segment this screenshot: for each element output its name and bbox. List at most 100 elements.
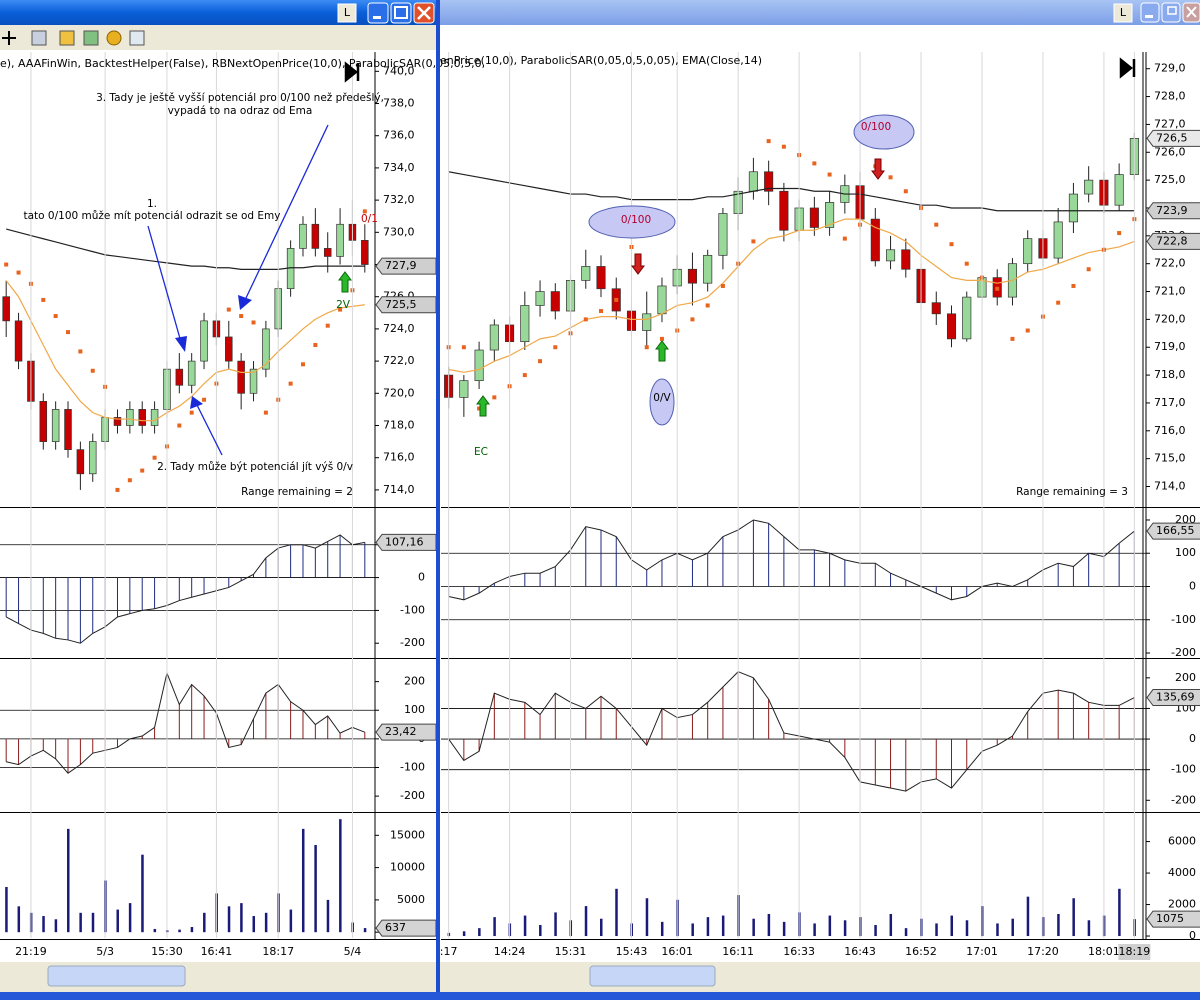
tool[interactable] xyxy=(106,30,122,46)
sar-dot xyxy=(720,283,725,288)
sar-dot xyxy=(1071,283,1076,288)
volume-bar xyxy=(289,909,293,933)
y-tick-label: -200 xyxy=(1171,793,1196,806)
sar-dot xyxy=(538,359,543,364)
window-button[interactable] xyxy=(337,3,357,23)
y-tick-label: 715,0 xyxy=(1154,452,1186,465)
volume-bar xyxy=(782,921,786,937)
x-tick-label: 5/3 xyxy=(96,945,114,958)
y-tick-label: 729,0 xyxy=(1154,62,1186,75)
value-tag-box xyxy=(1146,689,1200,707)
volume-bar xyxy=(950,915,954,937)
y-tick-label: 15000 xyxy=(390,828,425,841)
candle-body xyxy=(703,254,713,284)
candle-body xyxy=(886,249,896,262)
candle-body xyxy=(187,360,196,386)
candle-body xyxy=(113,417,122,426)
y-tick-label: 728,0 xyxy=(1154,90,1186,103)
button-label: L xyxy=(344,6,351,19)
arrow xyxy=(196,404,223,456)
tool[interactable] xyxy=(59,30,75,46)
volume-bar xyxy=(141,854,144,933)
annotation: 0/100 xyxy=(621,214,651,226)
sar-dot xyxy=(189,410,194,415)
candle-body xyxy=(2,296,10,322)
sar-dot xyxy=(338,307,343,312)
end-icon[interactable] xyxy=(1119,57,1136,79)
restore-button[interactable] xyxy=(1161,2,1181,23)
candle-body xyxy=(51,409,60,442)
buy-arrow xyxy=(338,271,352,293)
value-tag-label: 726,5 xyxy=(1156,131,1188,144)
sar-dot xyxy=(690,317,695,322)
sar-dot xyxy=(127,478,132,483)
volume-bar xyxy=(116,909,119,933)
candle-body xyxy=(1023,238,1033,265)
sar-dot xyxy=(599,309,604,314)
y-tick-label: 714,0 xyxy=(383,483,415,496)
tool[interactable] xyxy=(83,30,99,46)
sar-dot xyxy=(888,175,893,180)
value-tag: 23,42 xyxy=(375,723,437,741)
title-bar xyxy=(0,0,437,25)
scroll-thumb[interactable] xyxy=(589,965,716,987)
volume-bar xyxy=(843,920,847,937)
x-tick-label: 16:52 xyxy=(905,945,937,958)
candle-body xyxy=(1053,221,1063,259)
volume-bar xyxy=(615,888,618,937)
annotation: 0/100 xyxy=(861,121,891,133)
sar-dot xyxy=(263,410,268,415)
sar-dot xyxy=(177,423,182,428)
x-tick-label: :17 xyxy=(440,945,458,958)
value-tag: 722,8 xyxy=(1146,232,1200,250)
candle-body xyxy=(687,268,697,284)
volume-bar xyxy=(1011,918,1014,937)
sar-dot xyxy=(583,317,588,322)
y-tick-label: 725,0 xyxy=(1154,173,1186,186)
candle-body xyxy=(718,213,728,256)
candle-body xyxy=(311,223,320,249)
end-icon[interactable] xyxy=(344,61,360,83)
volume-bar xyxy=(17,906,21,933)
y-tick-label: 734,0 xyxy=(383,161,415,174)
candle-body xyxy=(901,249,911,270)
value-tag: 135,69 xyxy=(1146,689,1200,707)
sar-dot xyxy=(964,261,969,266)
candle-body xyxy=(361,240,369,265)
tool[interactable] xyxy=(129,30,145,46)
candle-body xyxy=(262,328,270,370)
annotation-ellipse xyxy=(649,378,675,426)
zoom-tool[interactable] xyxy=(31,30,47,46)
volume-bar xyxy=(889,913,893,937)
volume-bar xyxy=(523,915,527,937)
volume-bar xyxy=(904,928,908,937)
y-tick-label: -200 xyxy=(400,636,425,649)
candle-body xyxy=(39,401,48,442)
candle-body xyxy=(138,409,146,426)
time-highlight xyxy=(1118,944,1151,960)
volume-bar xyxy=(91,912,95,933)
value-tag-label: 725,5 xyxy=(385,298,417,311)
sar-dot xyxy=(827,172,832,177)
value-tag: 166,55 xyxy=(1146,522,1200,540)
value-tag-box xyxy=(1146,910,1200,928)
scroll-thumb[interactable] xyxy=(47,965,186,987)
y-tick-label: 722,0 xyxy=(1154,257,1186,270)
y-tick-label: 0 xyxy=(1189,929,1196,942)
crosshair-tool[interactable] xyxy=(2,31,16,45)
buy-arrow xyxy=(476,395,490,417)
sar-dot xyxy=(288,381,293,386)
minimize-button[interactable] xyxy=(1140,2,1160,23)
x-tick-label: 16:41 xyxy=(201,945,233,958)
y-tick-label: -200 xyxy=(1171,646,1196,659)
minimize-button[interactable] xyxy=(367,2,389,24)
y-tick-label: 100 xyxy=(1175,546,1196,559)
candle-body xyxy=(825,202,835,228)
volume-bar xyxy=(240,903,243,933)
volume-bar xyxy=(54,919,58,933)
window-button[interactable] xyxy=(1113,3,1133,23)
candle-body xyxy=(962,296,972,340)
y-tick-label: 0 xyxy=(418,571,425,584)
x-tick-label: 15:31 xyxy=(555,945,587,958)
